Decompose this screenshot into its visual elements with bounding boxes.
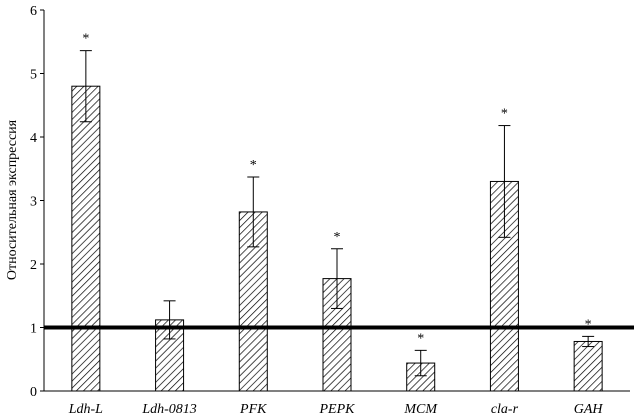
y-tick-label: 0 [30, 385, 37, 400]
significance-marker: * [417, 331, 424, 346]
y-tick-label: 1 [30, 322, 37, 337]
y-tick-label: 3 [30, 195, 37, 210]
x-tick-label: PEPK [319, 402, 356, 417]
significance-marker: * [82, 32, 89, 47]
x-tick-label: cla-r [491, 402, 519, 417]
x-tick-label: Ldh-L [68, 402, 103, 417]
y-tick-label: 2 [30, 258, 37, 273]
significance-marker: * [501, 107, 508, 122]
significance-marker: * [250, 158, 257, 173]
bar-gah [573, 340, 603, 392]
significance-marker: * [585, 317, 592, 332]
x-tick-label: GAH [574, 402, 604, 417]
y-tick-label: 5 [30, 68, 37, 83]
significance-marker: * [334, 230, 341, 245]
x-tick-label: MCM [403, 402, 438, 417]
x-tick-label: Ldh-0813 [141, 402, 196, 417]
y-axis-label: Относительная экспрессия [5, 119, 20, 280]
x-tick-label: PFK [239, 402, 267, 417]
y-tick-label: 4 [30, 131, 37, 146]
bar-ldh-l [71, 85, 101, 392]
y-tick-label: 6 [30, 4, 37, 19]
